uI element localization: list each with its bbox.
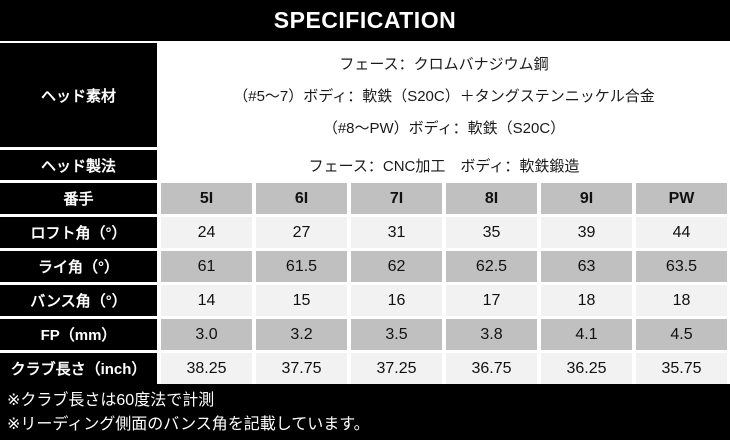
footnote-bounce-angle: ※リーディング側面のバンス角を記載しています。 bbox=[7, 416, 370, 433]
fp-value: 4.5 bbox=[636, 319, 727, 350]
lie-angle-value: 62.5 bbox=[446, 251, 537, 282]
row-label-lie-angle: ライ角（°） bbox=[0, 251, 157, 282]
lie-angle-value: 61.5 bbox=[256, 251, 347, 282]
col-header-7i: 7I bbox=[351, 183, 442, 214]
lie-angle-value: 62 bbox=[351, 251, 442, 282]
head-method-value: フェース：CNC加工 ボディ：軟鉄鍛造 bbox=[161, 150, 727, 180]
head-material-line-body-5-7: （#5～7）ボディ：軟鉄（S20C）＋タングステンニッケル合金 bbox=[233, 87, 655, 105]
lie-angle-value: 63.5 bbox=[636, 251, 727, 282]
club-length-value: 35.75 bbox=[636, 353, 727, 384]
bounce-angle-value: 18 bbox=[636, 285, 727, 316]
loft-angle-value: 31 bbox=[351, 217, 442, 248]
loft-angle-value: 35 bbox=[446, 217, 537, 248]
head-material-line-face: フェース：クロムバナジウム鋼 bbox=[339, 55, 549, 73]
footnotes-area: ※クラブ長さは60度法で計測 ※リーディング側面のバンス角を記載しています。 bbox=[0, 384, 730, 440]
row-label-head-method: ヘッド製法 bbox=[0, 150, 157, 180]
lie-angle-value: 63 bbox=[541, 251, 632, 282]
fp-value: 4.1 bbox=[541, 319, 632, 350]
club-length-value: 38.25 bbox=[161, 353, 252, 384]
row-label-club-number: 番手 bbox=[0, 183, 157, 214]
club-length-value: 37.25 bbox=[351, 353, 442, 384]
col-header-pw: PW bbox=[636, 183, 727, 214]
row-label-head-material: ヘッド素材 bbox=[0, 43, 157, 147]
club-length-value: 37.75 bbox=[256, 353, 347, 384]
row-label-bounce-angle: バンス角（°） bbox=[0, 285, 157, 316]
head-material-value: フェース：クロムバナジウム鋼 （#5～7）ボディ：軟鉄（S20C）＋タングステン… bbox=[161, 43, 727, 147]
col-header-6i: 6I bbox=[256, 183, 347, 214]
fp-value: 3.8 bbox=[446, 319, 537, 350]
fp-value: 3.0 bbox=[161, 319, 252, 350]
loft-angle-value: 24 bbox=[161, 217, 252, 248]
spec-table: ヘッド素材 フェース：クロムバナジウム鋼 （#5～7）ボディ：軟鉄（S20C）＋… bbox=[0, 41, 730, 384]
loft-angle-value: 44 bbox=[636, 217, 727, 248]
row-label-fp: FP（mm） bbox=[0, 319, 157, 350]
footnote-club-length: ※クラブ長さは60度法で計測 bbox=[7, 392, 215, 409]
page-title: SPECIFICATION bbox=[0, 0, 730, 41]
fp-value: 3.2 bbox=[256, 319, 347, 350]
loft-angle-value: 27 bbox=[256, 217, 347, 248]
col-header-9i: 9I bbox=[541, 183, 632, 214]
club-length-value: 36.25 bbox=[541, 353, 632, 384]
col-header-5i: 5I bbox=[161, 183, 252, 214]
bounce-angle-value: 14 bbox=[161, 285, 252, 316]
bounce-angle-value: 16 bbox=[351, 285, 442, 316]
row-label-loft-angle: ロフト角（°） bbox=[0, 217, 157, 248]
row-label-club-length: クラブ長さ（inch） bbox=[0, 353, 157, 384]
fp-value: 3.5 bbox=[351, 319, 442, 350]
head-material-line-body-8-pw: （#8～PW）ボディ：軟鉄（S20C） bbox=[322, 119, 566, 137]
col-header-8i: 8I bbox=[446, 183, 537, 214]
bounce-angle-value: 17 bbox=[446, 285, 537, 316]
lie-angle-value: 61 bbox=[161, 251, 252, 282]
bounce-angle-value: 15 bbox=[256, 285, 347, 316]
club-length-value: 36.75 bbox=[446, 353, 537, 384]
bounce-angle-value: 18 bbox=[541, 285, 632, 316]
loft-angle-value: 39 bbox=[541, 217, 632, 248]
